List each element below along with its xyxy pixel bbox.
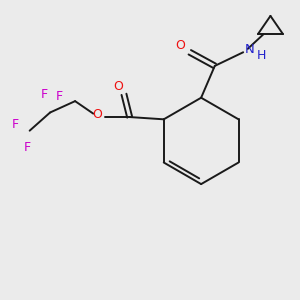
Text: F: F [11, 118, 18, 131]
Text: N: N [244, 44, 254, 56]
Text: F: F [56, 90, 63, 103]
Text: H: H [257, 49, 266, 62]
Text: O: O [176, 39, 186, 52]
Text: O: O [113, 80, 123, 93]
Text: F: F [41, 88, 48, 101]
Text: O: O [92, 108, 102, 121]
Text: F: F [24, 141, 31, 154]
